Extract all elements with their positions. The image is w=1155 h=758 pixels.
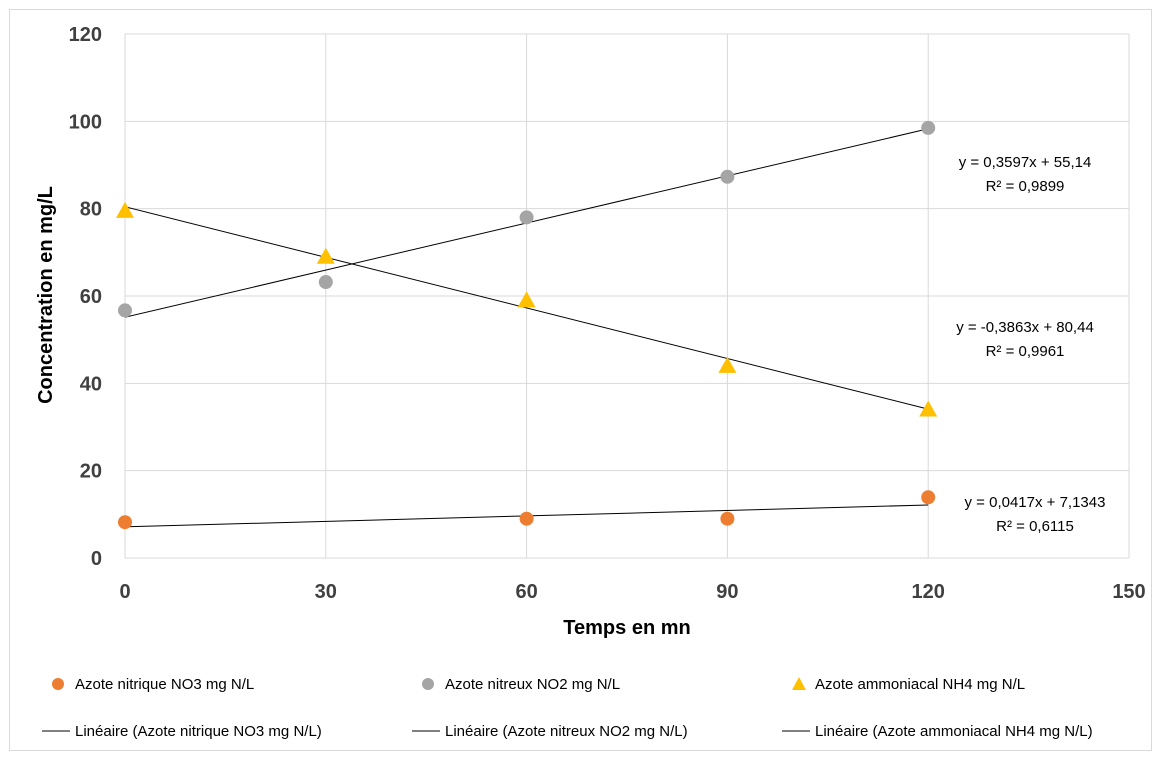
legend-label-ammoniacal: Azote ammoniacal NH4 mg N/L — [815, 676, 1025, 693]
legend-trend-ammoniacal: Linéaire (Azote ammoniacal NH4 mg N/L) — [815, 723, 1093, 740]
data-point-series-2 — [718, 356, 737, 373]
data-point-series-2 — [919, 400, 938, 417]
x-tick-label: 30 — [315, 581, 337, 603]
data-point-series-2 — [517, 291, 536, 308]
equation-nitreux: y = 0,3597x + 55,14 — [959, 154, 1092, 171]
r2-nitreux: R² = 0,9899 — [986, 178, 1065, 195]
y-tick-label: 20 — [80, 461, 102, 483]
legend-trend-nitreux: Linéaire (Azote nitreux NO2 mg N/L) — [445, 723, 688, 740]
data-point-series-1 — [921, 120, 936, 135]
x-axis-title: Temps en mn — [563, 617, 690, 639]
legend-label-nitreux: Azote nitreux NO2 mg N/L — [445, 676, 620, 693]
data-point-series-0 — [519, 511, 534, 526]
data-point-series-2 — [116, 201, 134, 218]
x-tick-label: 60 — [515, 581, 537, 603]
r2-ammoniacal: R² = 0,9961 — [986, 343, 1065, 360]
grid-lines — [124, 33, 1130, 559]
data-point-series-0 — [921, 490, 936, 505]
y-tick-label: 0 — [91, 548, 102, 570]
x-tick-label: 0 — [119, 581, 130, 603]
y-axis-title: Concentration en mg/L — [35, 186, 57, 404]
legend-label-nitrique: Azote nitrique NO3 mg N/L — [75, 676, 254, 693]
legend-marker-nitrique — [52, 678, 64, 690]
y-tick-label: 40 — [80, 373, 102, 395]
y-tick-label: 80 — [80, 199, 102, 221]
y-tick-label: 60 — [80, 286, 102, 308]
data-point-series-0 — [720, 511, 735, 526]
data-point-series-1 — [318, 275, 333, 290]
equation-nitrique: y = 0,0417x + 7,1343 — [965, 494, 1106, 511]
legend-marker-ammoniacal — [792, 677, 806, 690]
y-axis-ticks: 0 20 40 60 80 100 120 — [69, 24, 102, 570]
data-point-series-2 — [316, 247, 335, 264]
x-tick-label: 150 — [1112, 581, 1145, 603]
y-tick-label: 100 — [69, 111, 102, 133]
data-point-series-1 — [720, 169, 735, 184]
r2-nitrique: R² = 0,6115 — [996, 518, 1074, 535]
legend-trend-nitrique: Linéaire (Azote nitrique NO3 mg N/L) — [75, 723, 322, 740]
trendline-series-2 — [124, 206, 929, 410]
y-tick-label: 120 — [69, 24, 102, 46]
data-point-series-1 — [118, 303, 132, 318]
data-point-series-1 — [519, 210, 534, 225]
x-tick-label: 90 — [716, 581, 738, 603]
legend-marker-nitreux — [422, 678, 434, 690]
x-axis-ticks: 0 30 60 90 120 150 — [119, 581, 1145, 603]
data-points — [116, 120, 938, 530]
x-tick-label: 120 — [912, 581, 945, 603]
chart-frame — [9, 9, 1152, 751]
equation-ammoniacal: y = -0,3863x + 80,44 — [956, 319, 1094, 336]
data-point-series-0 — [118, 515, 132, 530]
